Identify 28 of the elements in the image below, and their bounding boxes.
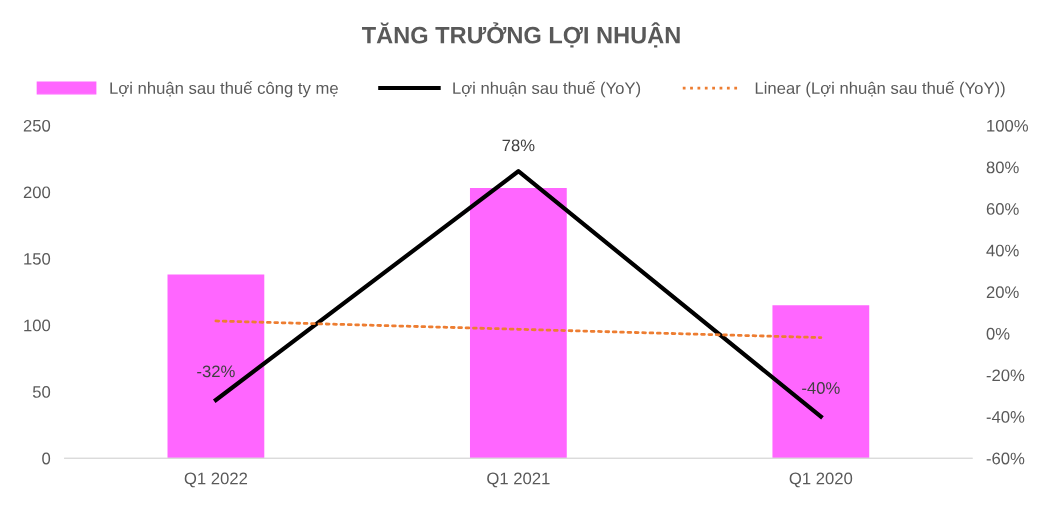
y2-tick-label: 20% [986, 286, 1019, 299]
y2-tick-label: 80% [986, 161, 1019, 174]
y2-tick-label: 100% [987, 119, 1028, 132]
y2-tick-label: -20% [986, 369, 1025, 382]
bar [167, 274, 265, 459]
y2-tick-label: -60% [986, 452, 1025, 465]
chart-title: TĂNG TRƯỞNG LỢI NHUẬN [361, 22, 680, 48]
y2-tick-label: 0% [986, 327, 1010, 340]
y2-tick-label: 60% [986, 203, 1019, 215]
legend-label: Lợi nhuận sau thuế công ty mẹ [110, 81, 338, 98]
data-label: 78% [502, 139, 535, 152]
y-tick-label: 150 [24, 252, 51, 265]
x-tick-label: Q1 2020 [789, 472, 853, 488]
y-tick-label: 50 [32, 386, 51, 398]
y-tick-label: 0 [42, 452, 51, 465]
x-tick-label: Q1 2022 [184, 472, 248, 488]
x-tick-label: Q1 2021 [487, 472, 550, 488]
y2-tick-label: 40% [986, 244, 1019, 257]
bar [469, 188, 567, 459]
y2-tick-label: -40% [986, 411, 1025, 423]
bar [772, 305, 870, 459]
legend-label: Lợi nhuận sau thuế (YoY) [453, 81, 641, 98]
y-tick-label: 200 [23, 186, 51, 199]
legend-label: Linear (Lợi nhuận sau thuế (YoY)) [755, 81, 1005, 98]
data-label: -40% [802, 382, 840, 394]
y-tick-label: 100 [24, 319, 51, 332]
y-tick-label: 250 [23, 119, 51, 132]
data-label: -32% [197, 365, 235, 378]
